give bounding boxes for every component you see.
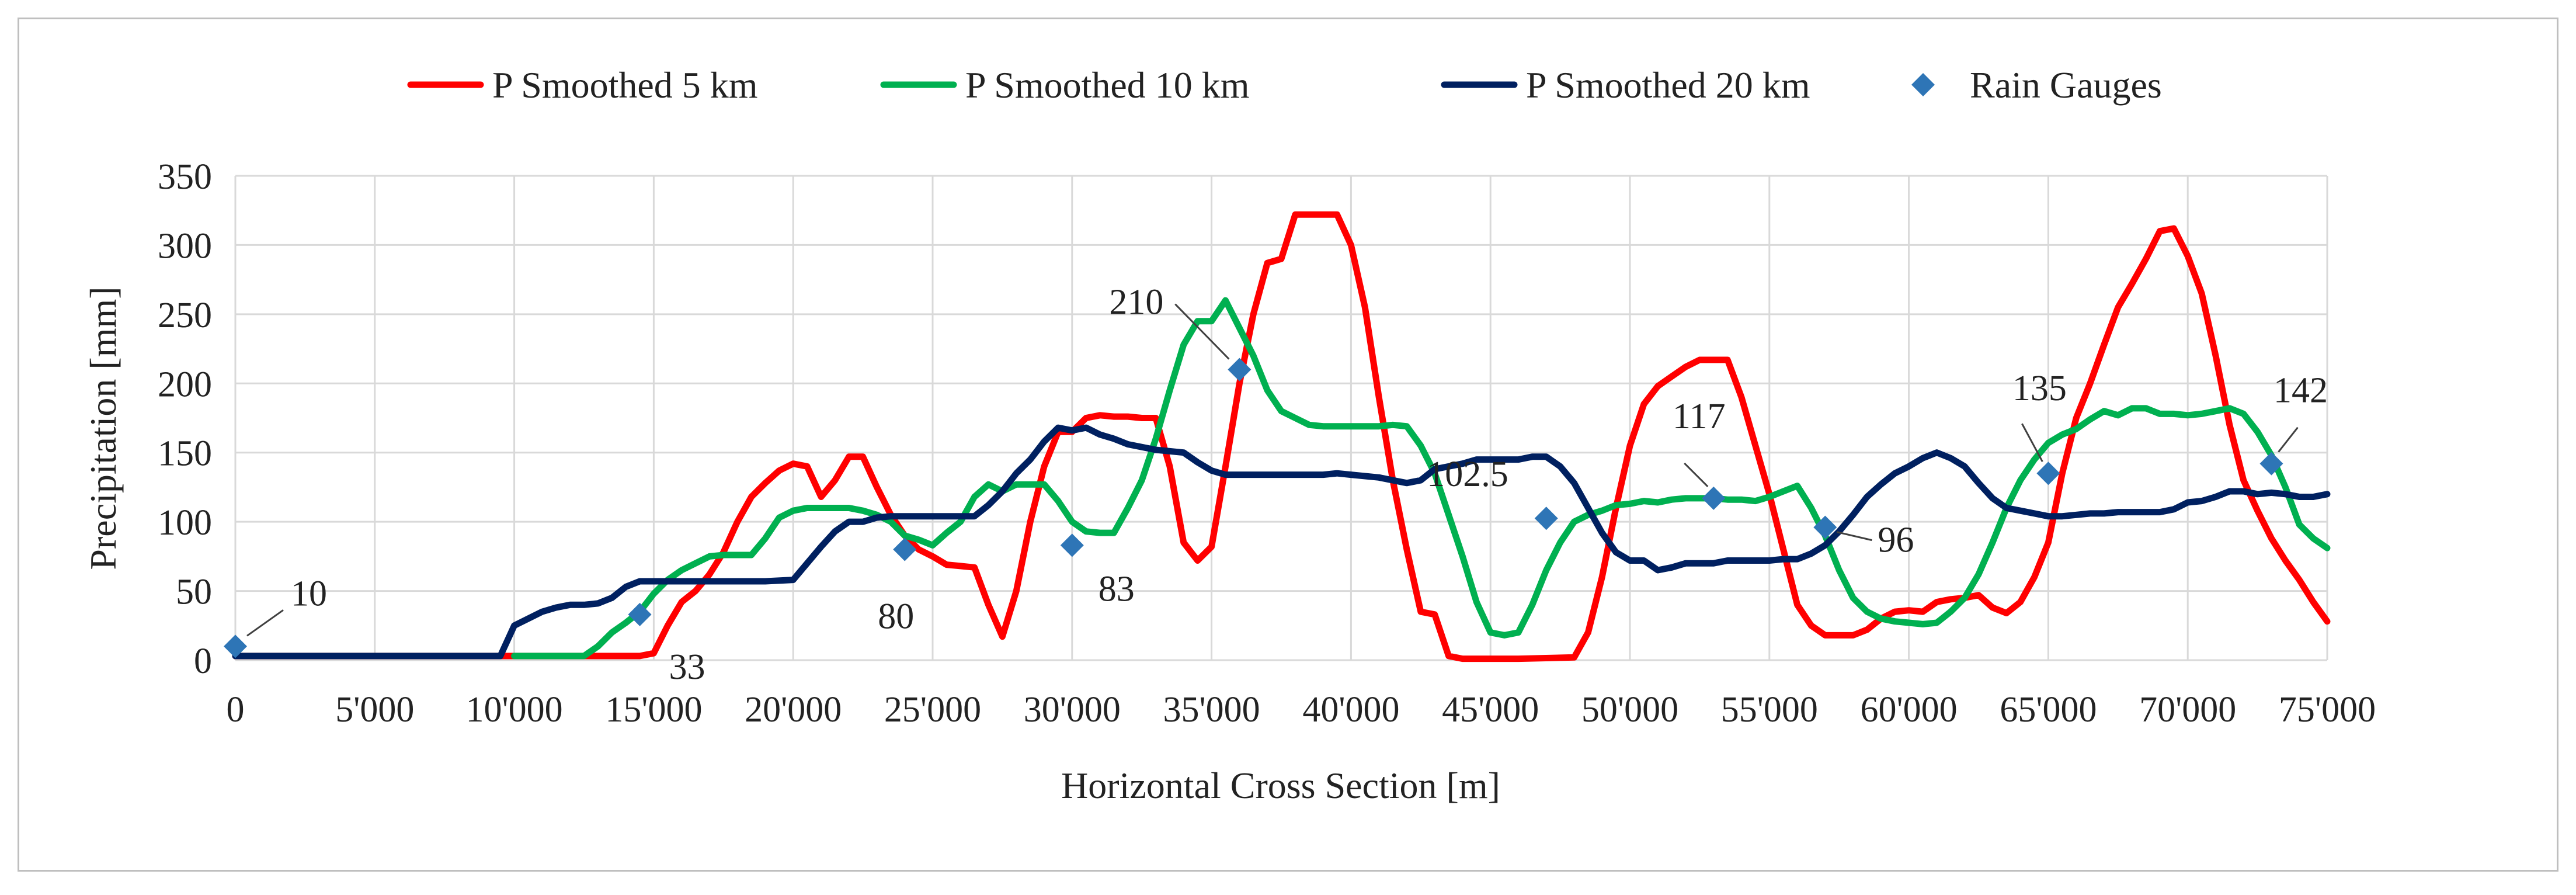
x-tick-label: 50'000 <box>1581 690 1678 730</box>
x-tick-label: 40'000 <box>1302 690 1399 730</box>
legend-entry-label: Rain Gauges <box>1970 64 2162 106</box>
label-leader-line <box>1684 462 1709 487</box>
x-tick-label: 65'000 <box>2000 690 2097 730</box>
series-line <box>232 424 2331 660</box>
legend-swatch-rain-gauges <box>1911 73 1935 96</box>
gauge-value-label: 142 <box>2273 371 2328 411</box>
x-tick-label: 75'000 <box>2279 690 2376 730</box>
gauge-value-label: 96 <box>1878 521 1914 560</box>
x-tick-label: 0 <box>227 690 245 730</box>
x-tick-label: 20'000 <box>745 690 842 730</box>
rain-gauge-marker <box>2036 462 2060 485</box>
y-tick-label: 50 <box>176 573 212 612</box>
label-leader-line <box>1836 531 1872 542</box>
x-tick-label: 10'000 <box>466 690 563 730</box>
data-labels: 10 33 80 83 210 102.5 117 96 135 142 <box>246 283 2328 687</box>
x-tick-label: 25'000 <box>884 690 981 730</box>
precipitation-chart: 0 50 100 150 200 250 300 350 0 5'000 10'000 15'000 2… <box>82 64 2376 806</box>
x-tick-label: 5'000 <box>335 690 414 730</box>
legend-entry-label: P Smoothed 5 km <box>492 64 758 106</box>
x-tick-label: 45'000 <box>1442 690 1539 730</box>
x-tick-label: 70'000 <box>2139 690 2236 730</box>
y-tick-label: 150 <box>158 434 212 474</box>
gauge-value-label: 102.5 <box>1427 455 1508 494</box>
y-axis-label: Precipitation [mm] <box>82 286 124 570</box>
x-tick-label: 30'000 <box>1024 690 1121 730</box>
y-tick-label: 100 <box>158 503 212 543</box>
grid <box>234 175 2328 661</box>
chart-frame: 0 50 100 150 200 250 300 350 0 5'000 10'000 15'000 2… <box>18 18 2558 872</box>
y-tick-label: 350 <box>158 157 212 197</box>
rain-gauge-marker <box>1228 358 1252 381</box>
rain-gauge-marker <box>1813 515 1837 539</box>
rain-gauge-marker <box>628 602 652 626</box>
gauge-value-label: 80 <box>878 597 914 637</box>
series-line <box>511 297 2331 660</box>
gauge-value-label: 210 <box>1109 283 1163 322</box>
rain-gauge-marker <box>893 537 917 561</box>
label-leader-line <box>1174 303 1230 360</box>
label-leader-line <box>2021 423 2043 462</box>
y-tick-label: 200 <box>158 365 212 404</box>
axes: 0 50 100 150 200 250 300 350 0 5'000 10'000 15'000 2… <box>158 157 2376 730</box>
y-tick-label: 300 <box>158 226 212 266</box>
gauge-value-label: 83 <box>1098 569 1135 609</box>
gauge-value-label: 135 <box>2012 369 2067 408</box>
label-leader-line <box>246 609 284 637</box>
x-tick-label: 55'000 <box>1721 690 1818 730</box>
x-tick-label: 60'000 <box>1861 690 1958 730</box>
gauge-value-label: 10 <box>291 574 327 613</box>
y-tick-label: 0 <box>194 641 212 681</box>
label-leader-line <box>2278 426 2299 453</box>
x-tick-label: 15'000 <box>605 690 702 730</box>
legend-entry-label: P Smoothed 20 km <box>1526 64 1810 106</box>
rain-gauge-marker <box>1534 507 1558 530</box>
series-line <box>232 211 2331 662</box>
x-axis-label: Horizontal Cross Section [m] <box>1061 765 1500 806</box>
y-tick-label: 250 <box>158 296 212 335</box>
rain-gauge-marker <box>1060 533 1084 557</box>
series <box>224 211 2331 662</box>
gauge-value-label: 33 <box>669 647 705 687</box>
rain-gauge-marker <box>2259 452 2283 476</box>
x-tick-label: 35'000 <box>1163 690 1260 730</box>
legend-entry-label: P Smoothed 10 km <box>965 64 1250 106</box>
rain-gauge-marker <box>1702 486 1726 510</box>
rain-gauge-marker <box>224 634 247 658</box>
gauge-value-label: 117 <box>1673 397 1726 436</box>
legend: P Smoothed 5 km P Smoothed 10 km P Smoothe… <box>407 64 2162 106</box>
